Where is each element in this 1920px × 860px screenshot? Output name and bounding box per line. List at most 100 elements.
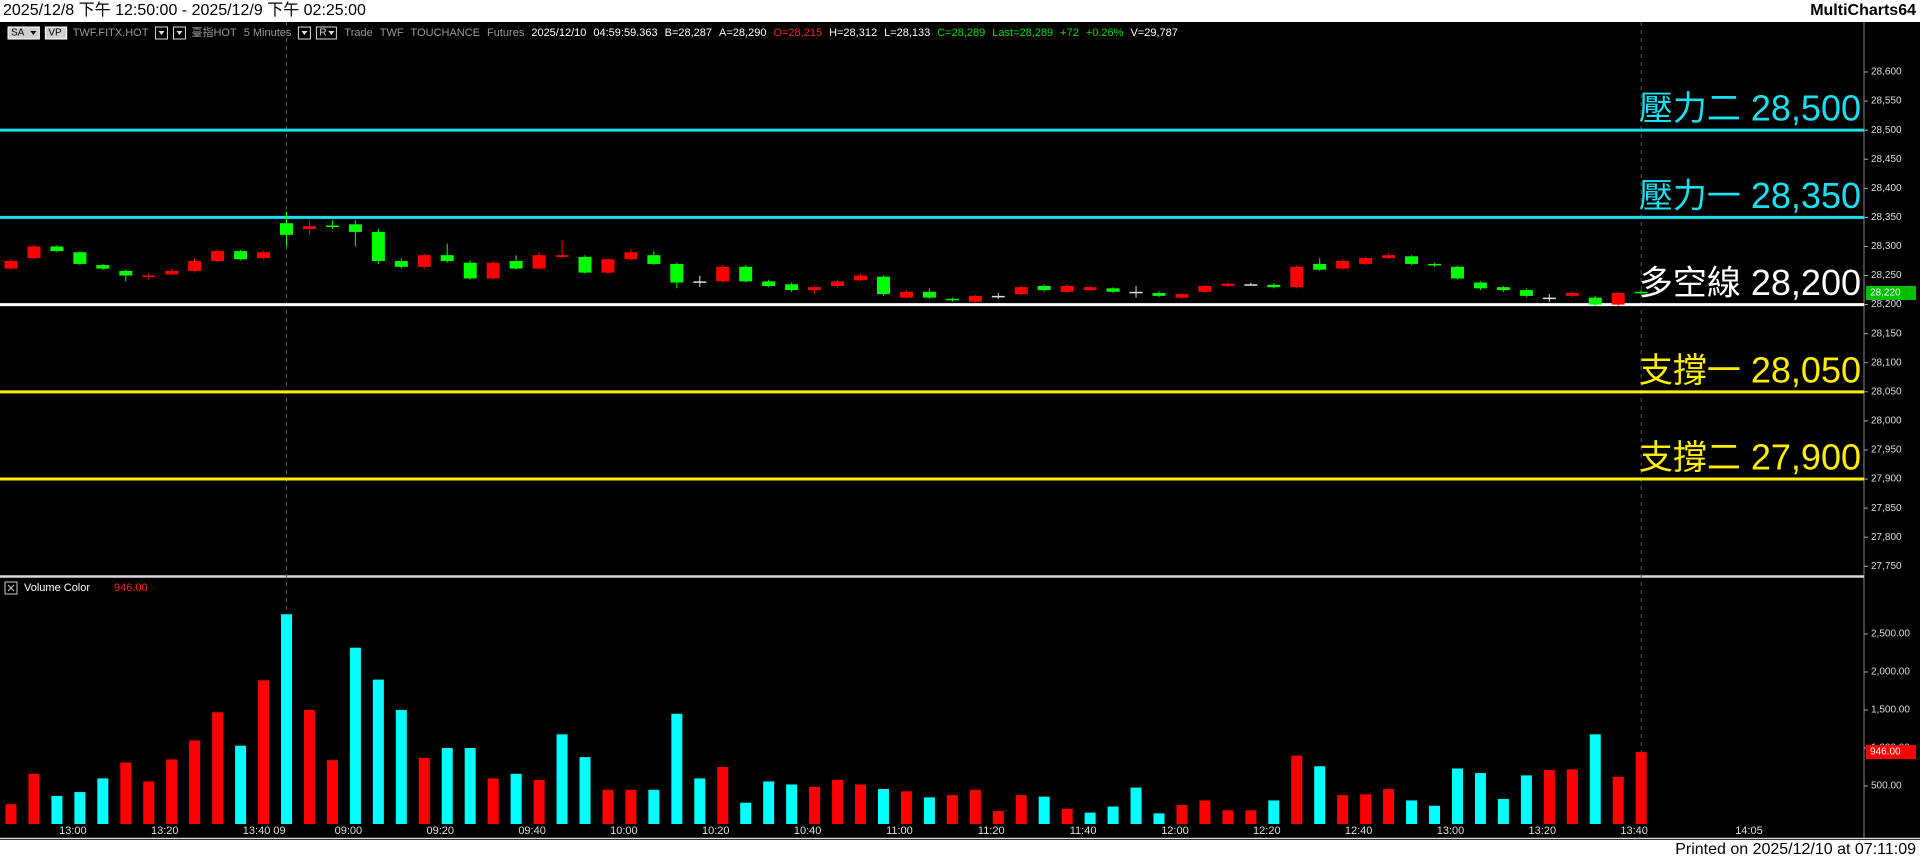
- y-tick-label: 1,500.00: [1871, 705, 1910, 716]
- volume-bar: [258, 680, 270, 824]
- y-tick-label: 27,900: [1871, 474, 1902, 485]
- y-tick-label: 28,150: [1871, 328, 1902, 339]
- quote-field: L=28,133: [884, 27, 930, 39]
- volume-bar: [1107, 806, 1119, 824]
- volume-bar: [1153, 813, 1165, 824]
- volume-bar: [786, 784, 798, 824]
- y-tick-label: 500.00: [1871, 781, 1902, 792]
- volume-close-icon: [7, 584, 15, 592]
- candle-body: [1634, 291, 1648, 294]
- candle-body: [1267, 284, 1281, 288]
- volume-bar: [1291, 755, 1303, 824]
- candle-body: [854, 275, 868, 281]
- candle-body: [1198, 285, 1212, 292]
- quote-field: TWF: [380, 27, 404, 39]
- candle-body: [1405, 256, 1419, 264]
- candle-body: [1359, 258, 1373, 264]
- volume-bar: [74, 792, 86, 824]
- candle-body: [831, 281, 845, 286]
- volume-bar: [969, 789, 981, 824]
- candle-body: [716, 266, 730, 282]
- candle-body: [509, 260, 523, 269]
- toolbar-button[interactable]: [44, 26, 68, 40]
- y-tick-label: 28,200: [1871, 299, 1902, 310]
- quote-field: 04:59:59.363: [593, 27, 657, 39]
- level-name: 多空線: [1639, 265, 1741, 303]
- x-tick-label: 11:20: [978, 825, 1005, 837]
- volume-bar: [418, 757, 430, 824]
- x-tick-label: 09:20: [426, 825, 454, 837]
- interval: 5 Minutes: [244, 27, 292, 39]
- volume-bar: [900, 791, 912, 824]
- candle-body: [234, 251, 248, 260]
- candle-body: [4, 260, 18, 269]
- quote-field: Futures: [487, 27, 525, 39]
- candle-body: [165, 270, 179, 275]
- y-tick-label: 2,500.00: [1871, 629, 1910, 640]
- candle-body: [1450, 266, 1464, 279]
- status-bar: [0, 840, 1920, 860]
- candle-body: [1565, 292, 1579, 296]
- volume-bar: [1199, 800, 1211, 824]
- candle-body: [739, 266, 753, 282]
- level-name: 壓力二: [1639, 90, 1741, 128]
- x-tick-label: 13:40: [243, 825, 271, 837]
- volume-bar: [464, 748, 476, 824]
- volume-bar: [1268, 800, 1280, 824]
- candle-body: [1473, 282, 1487, 289]
- level-value: 28,350: [1751, 175, 1861, 216]
- volume-bar: [487, 778, 499, 824]
- quote-field: A=28,290: [719, 27, 766, 39]
- candle-body: [27, 246, 41, 259]
- candle-body: [899, 291, 913, 298]
- volume-bar: [1360, 794, 1372, 824]
- volume-bar: [281, 614, 293, 824]
- x-tick-label: 09:00: [335, 825, 363, 837]
- volume-bar: [556, 734, 568, 824]
- volume-close-box[interactable]: [4, 581, 18, 595]
- y-tick-label: 28,050: [1871, 386, 1902, 397]
- candle-body: [371, 231, 385, 261]
- candle-body: [785, 284, 799, 291]
- volume-bar: [372, 679, 384, 824]
- volume-bar: [877, 789, 889, 824]
- y-tick-label: 27,800: [1871, 532, 1902, 543]
- candle-body: [1519, 290, 1533, 296]
- volume-bar: [946, 795, 958, 824]
- volume-bar: [671, 713, 683, 824]
- toolbar-button[interactable]: [315, 26, 337, 40]
- volume-bar: [349, 647, 361, 824]
- volume-bar: [189, 740, 201, 824]
- candle-body: [1611, 292, 1625, 305]
- volume-bar: [1176, 805, 1188, 824]
- level-name: 支撐一: [1639, 352, 1741, 390]
- candle-body: [762, 281, 776, 286]
- candle-body: [211, 251, 225, 261]
- quote-field: +0.26%: [1086, 27, 1124, 39]
- volume-bar: [326, 760, 338, 824]
- volume-bar: [533, 779, 545, 824]
- x-tick-label: 13:20: [151, 825, 179, 837]
- volume-bar: [1474, 773, 1486, 824]
- volume-bar: [1245, 810, 1257, 824]
- candle-body: [555, 255, 569, 257]
- candle-body: [348, 224, 362, 232]
- volume-bar: [992, 811, 1004, 824]
- quote-field: C=28,289: [937, 27, 985, 39]
- x-tick-label: 13:20: [1529, 825, 1557, 837]
- candle-body: [693, 281, 707, 283]
- x-tick-label: 10:00: [610, 825, 638, 837]
- volume-bar: [763, 781, 775, 824]
- candle-body: [945, 298, 959, 301]
- candle-body: [876, 276, 890, 295]
- candle-body: [73, 252, 87, 264]
- volume-bar: [625, 789, 637, 824]
- candle-body: [50, 246, 64, 252]
- symbol-name: 臺指HOT: [191, 25, 236, 39]
- last-price-label: 28,220: [1870, 288, 1901, 299]
- volume-bar: [1061, 808, 1073, 824]
- volume-bar: [166, 759, 178, 824]
- toolbar-button[interactable]: [7, 26, 40, 40]
- y-tick-label: 28,450: [1871, 154, 1902, 165]
